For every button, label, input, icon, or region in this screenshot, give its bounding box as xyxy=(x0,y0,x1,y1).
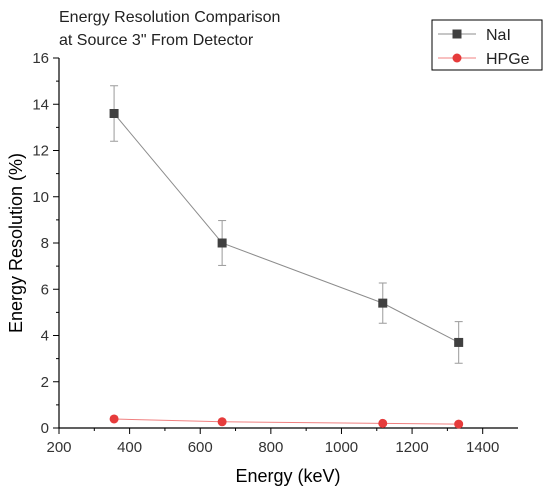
data-point xyxy=(217,238,227,248)
data-point xyxy=(378,298,388,308)
legend-item-nai: NaI xyxy=(438,27,511,44)
x-tick-label: 1200 xyxy=(395,439,428,456)
data-point xyxy=(217,417,227,427)
legend-marker xyxy=(452,29,462,39)
series-line xyxy=(114,418,459,425)
x-tick-label: 1000 xyxy=(325,439,358,456)
y-tick-label: 2 xyxy=(41,374,49,391)
y-tick-label: 0 xyxy=(41,420,49,437)
chart-title: Energy Resolution Comparison at Source 3… xyxy=(59,9,280,49)
x-tick-label: 1400 xyxy=(466,439,499,456)
y-tick-label: 8 xyxy=(41,235,49,252)
legend-label: HPGe xyxy=(486,51,530,68)
data-point xyxy=(378,418,388,428)
y-tick-label: 6 xyxy=(41,281,49,298)
data-point xyxy=(454,337,464,347)
legend-box xyxy=(431,19,543,71)
data-point xyxy=(454,419,464,429)
y-tick-label: 14 xyxy=(32,96,49,113)
chart-title-line-2: at Source 3" From Detector xyxy=(59,32,254,49)
data-point xyxy=(109,414,119,424)
x-axis-label: Energy (keV) xyxy=(235,466,340,486)
series-layer xyxy=(109,85,464,429)
y-tick-label: 12 xyxy=(32,143,49,160)
legend-marker xyxy=(452,53,462,63)
x-tick-label: 200 xyxy=(46,439,71,456)
legend-item-hpge: HPGe xyxy=(438,51,530,68)
y-tick-label: 10 xyxy=(32,189,49,206)
series-nai xyxy=(109,85,464,364)
legend: NaI HPGe xyxy=(431,19,543,71)
series-hpge xyxy=(109,414,464,429)
y-tick-label: 16 xyxy=(32,50,49,67)
x-tick-label: 800 xyxy=(258,439,283,456)
x-tick-label: 400 xyxy=(117,439,142,456)
series-line xyxy=(113,113,459,343)
data-point xyxy=(109,109,119,118)
y-axis-label: Energy Resolution (%) xyxy=(6,153,26,333)
chart-title-line-1: Energy Resolution Comparison xyxy=(59,9,280,26)
y-tick-label: 4 xyxy=(41,328,49,345)
legend-label: NaI xyxy=(486,27,511,44)
x-tick-label: 600 xyxy=(188,439,213,456)
axes: 200 400 600 800 1000 1200 1400 0 2 4 6 8 10 12 14 16 xyxy=(32,50,518,456)
